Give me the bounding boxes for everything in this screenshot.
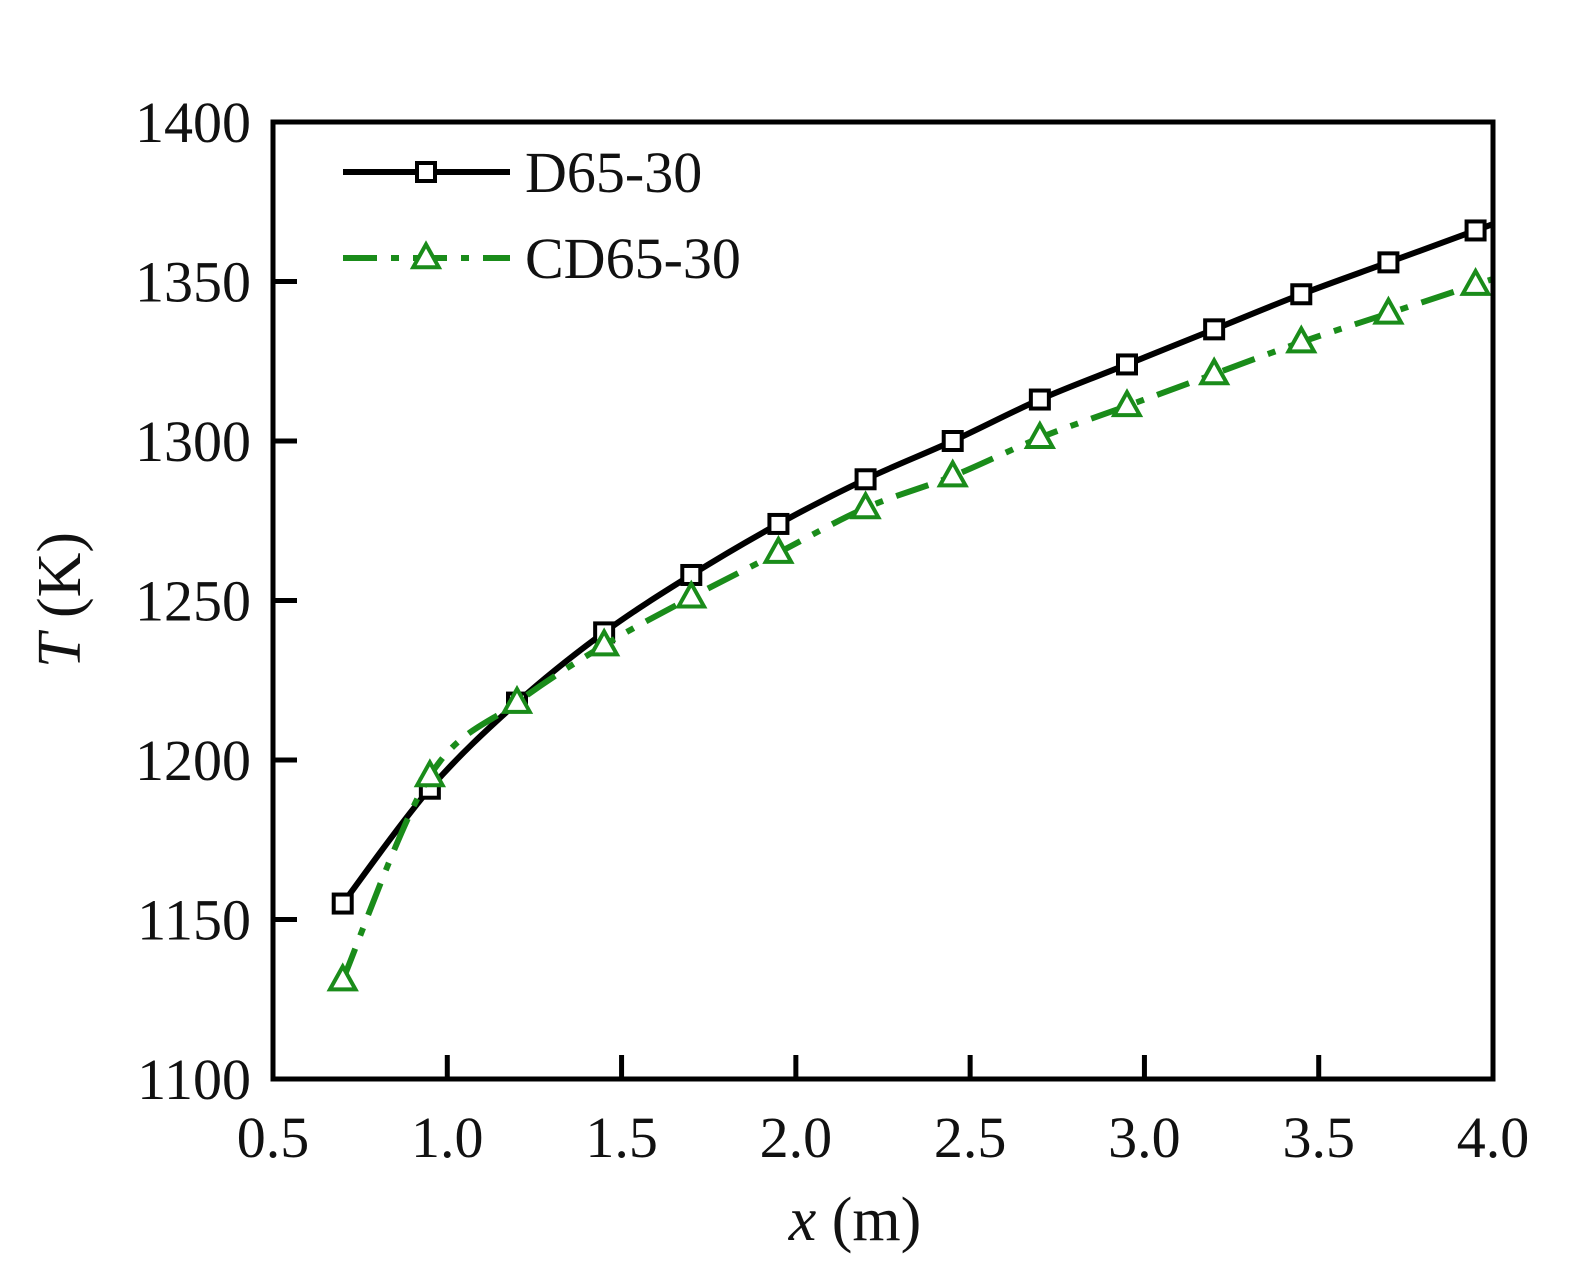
data-point-D65-30: [1028, 388, 1051, 411]
y-tick-label: 1250: [135, 569, 251, 634]
series-layer: [326, 219, 1493, 992]
legend-marker-D65-30: [415, 161, 437, 183]
data-point-D65-30: [1290, 283, 1313, 306]
data-point-CD65-30: [1197, 356, 1231, 386]
y-tick-label: 1100: [137, 1047, 251, 1112]
x-tick-label: 1.0: [411, 1105, 484, 1170]
data-point-CD65-30: [675, 579, 708, 609]
y-tick-label: 1300: [135, 409, 251, 474]
data-point-D65-30: [767, 512, 790, 535]
data-point-CD65-30: [1110, 388, 1144, 418]
data-point-CD65-30: [500, 684, 534, 714]
data-point-D65-30: [854, 468, 877, 491]
x-tick-label: 2.5: [934, 1105, 1007, 1170]
data-point-D65-30: [331, 892, 354, 915]
series-line-CD65-30: [339, 275, 1493, 982]
data-point-D65-30: [941, 430, 964, 452]
y-tick-label: 1400: [135, 90, 251, 155]
x-tick-label: 0.5: [237, 1105, 310, 1170]
legend: D65-30 CD65-30: [343, 140, 741, 291]
x-axis-title: x (m): [788, 1186, 922, 1254]
legend-label-CD65-30: CD65-30: [525, 226, 741, 291]
legend-marker-CD65-30: [409, 240, 443, 270]
data-point-D65-30: [1203, 318, 1226, 341]
data-point-D65-30: [1377, 251, 1400, 274]
y-tick-label: 1350: [135, 250, 251, 315]
x-tick-label: 3.5: [1282, 1105, 1355, 1170]
x-tick-label: 2.0: [760, 1105, 833, 1170]
data-point-D65-30: [1464, 219, 1487, 242]
data-point-CD65-30: [413, 758, 447, 788]
y-tick-label: 1200: [135, 728, 251, 793]
axes-layer: 0.5 1.0 1.5 2.0 2.5 3.0 3.5 4.0 1100 1150 1200 1250…: [135, 90, 1529, 1170]
x-tick-label: 4.0: [1457, 1105, 1530, 1170]
legend-label-D65-30: D65-30: [525, 140, 702, 205]
x-tick-label: 3.0: [1108, 1105, 1181, 1170]
data-point-CD65-30: [587, 627, 621, 657]
data-point-CD65-30: [1023, 420, 1057, 450]
data-point-CD65-30: [1372, 295, 1405, 325]
data-point-CD65-30: [1459, 266, 1492, 296]
data-point-CD65-30: [1285, 324, 1318, 354]
series-D65-30: [331, 219, 1493, 915]
data-point-CD65-30: [762, 534, 795, 564]
data-point-D65-30: [1116, 353, 1138, 376]
y-tick-label: 1150: [137, 888, 251, 953]
plot-frame: [270, 119, 1496, 1082]
data-point-CD65-30: [849, 490, 882, 520]
x-tick-label: 1.5: [585, 1105, 658, 1170]
data-point-CD65-30: [936, 458, 969, 488]
series-line-D65-30: [340, 220, 1493, 906]
data-point-CD65-30: [326, 962, 359, 992]
y-axis-title: T (K): [26, 532, 94, 668]
series-CD65-30: [326, 266, 1493, 992]
